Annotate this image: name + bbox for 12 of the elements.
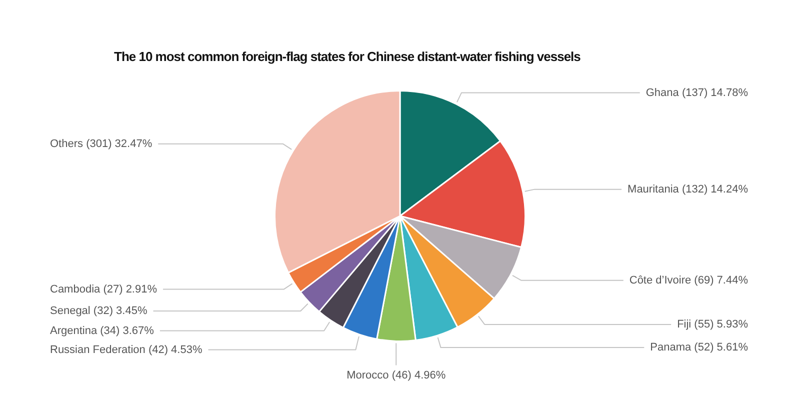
slice-label: Panama (52) 5.61% xyxy=(650,342,748,354)
slice-label: Morocco (46) 4.96% xyxy=(346,369,446,382)
slice-label: Others (301) 32.47% xyxy=(50,138,152,150)
slice-label: Russian Federation (42) 4.53% xyxy=(50,344,202,356)
slice-label: Côte d’Ivoire (69) 7.44% xyxy=(629,274,748,286)
slice-label: Cambodia (27) 2.91% xyxy=(50,283,158,296)
slice-label: Mauritania (132) 14.24% xyxy=(628,183,748,196)
slice-label: Fiji (55) 5.93% xyxy=(677,318,748,331)
slice-label: Argentina (34) 3.67% xyxy=(50,324,154,337)
slice-label: Ghana (137) 14.78% xyxy=(646,86,748,99)
slice-label: Senegal (32) 3.45% xyxy=(50,305,148,318)
chart-title: The 10 most common foreign-flag states for Chinese distant-water fishing vessels xyxy=(114,49,580,64)
